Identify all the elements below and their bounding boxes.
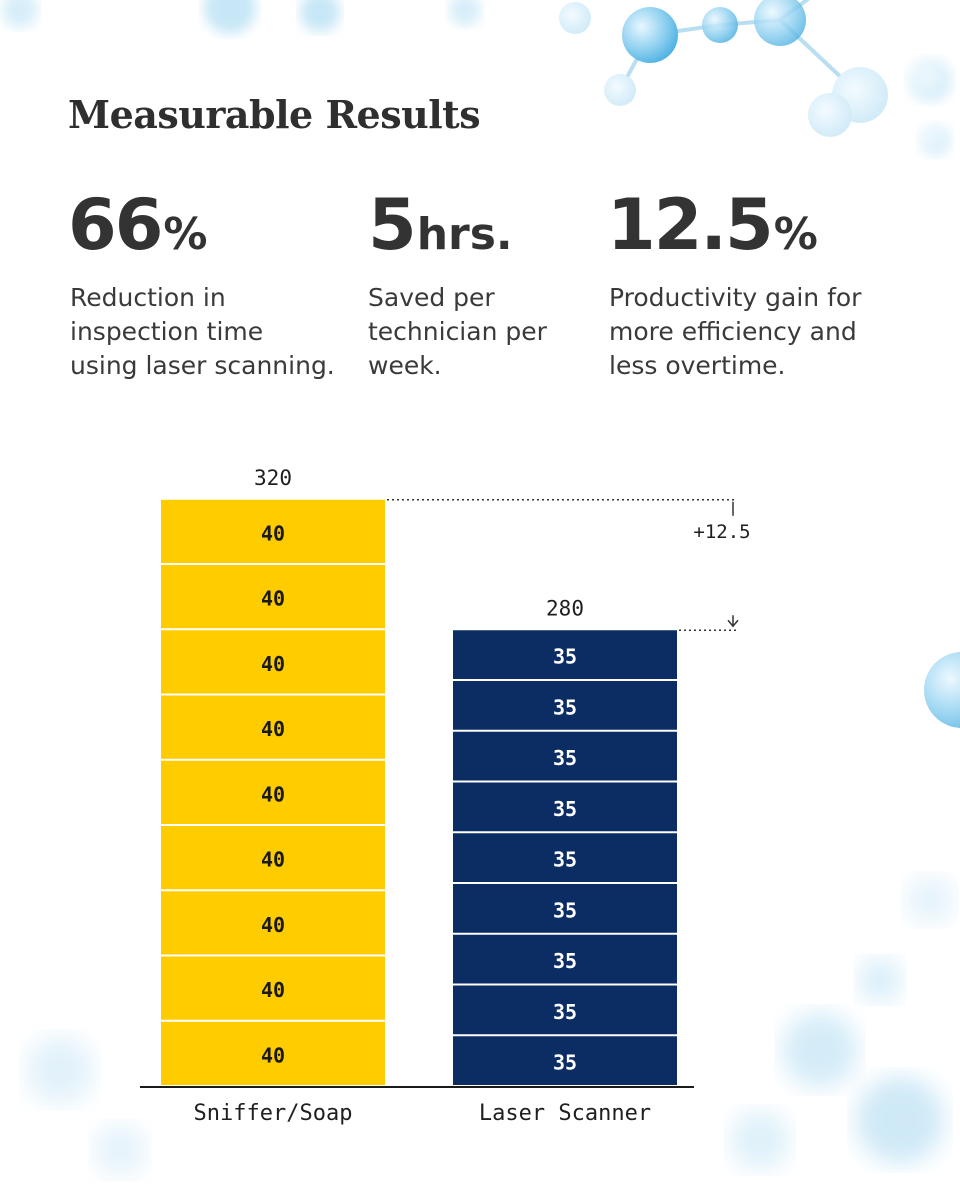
bar-total-label: 320 <box>254 466 292 490</box>
segment-label: 40 <box>261 717 285 741</box>
segment-label: 35 <box>553 848 577 872</box>
segment-label: 40 <box>261 521 285 545</box>
stat-value: 66% <box>68 185 338 275</box>
stat-number: 5 <box>368 184 417 266</box>
segment-label: 35 <box>553 797 577 821</box>
segment-label: 40 <box>261 978 285 1002</box>
bar-segment <box>161 891 385 955</box>
bar-segment <box>161 826 385 890</box>
page-title: Measurable Results <box>68 92 481 137</box>
bar-segment <box>453 833 677 882</box>
bar-segment <box>453 782 677 832</box>
bar-segment <box>161 956 385 1020</box>
bar-segment <box>453 884 677 933</box>
bar-segment <box>453 630 677 679</box>
bar-segment <box>453 985 677 1035</box>
bar-segment <box>453 934 677 984</box>
bar-segment <box>161 695 385 759</box>
segment-label: 40 <box>261 652 285 676</box>
segment-label: 35 <box>553 898 577 922</box>
segment-label: 40 <box>261 913 285 937</box>
bar-segment <box>453 1036 677 1085</box>
segment-label: 40 <box>261 1043 285 1067</box>
stat-value: 12.5% <box>607 185 907 275</box>
bar-segment <box>161 760 385 824</box>
segment-label: 35 <box>553 695 577 719</box>
bar-segment <box>161 565 385 629</box>
stat-unit: % <box>773 209 818 260</box>
segment-label: 35 <box>553 1051 577 1075</box>
stat-unit: % <box>163 209 208 260</box>
segment-label: 40 <box>261 848 285 872</box>
stat-inspection-time: 66% Reduction in inspection time using l… <box>68 185 338 383</box>
segment-label: 40 <box>261 782 285 806</box>
bar-segment <box>161 1021 385 1085</box>
bar-segment <box>161 499 385 563</box>
segment-label: 35 <box>553 949 577 973</box>
segment-label: 35 <box>553 1000 577 1024</box>
stat-value: 5hrs. <box>368 185 578 275</box>
segment-label: 35 <box>553 746 577 770</box>
stat-hours-saved: 5hrs. Saved per technician per week. <box>368 185 578 383</box>
stat-description: Productivity gain for more efficiency an… <box>609 283 862 380</box>
segment-label: 40 <box>261 587 285 611</box>
bar-segment <box>453 731 677 781</box>
stat-productivity-gain: 12.5% Productivity gain for more efficie… <box>607 185 907 383</box>
stat-number: 66 <box>68 184 163 266</box>
stat-description: Reduction in inspection time using laser… <box>70 283 335 380</box>
difference-arrow-head <box>727 619 739 628</box>
stat-unit: hrs. <box>416 209 513 260</box>
segment-label: 35 <box>553 645 577 669</box>
bar-segment <box>161 630 385 694</box>
category-label: Sniffer/Soap <box>194 1101 353 1126</box>
stat-description: Saved per technician per week. <box>368 283 547 380</box>
category-label: Laser Scanner <box>479 1101 651 1126</box>
difference-label: +12.5 <box>693 521 750 543</box>
stat-number: 12.5 <box>607 184 774 266</box>
bar-segment <box>453 681 677 730</box>
bar-total-label: 280 <box>546 596 584 620</box>
